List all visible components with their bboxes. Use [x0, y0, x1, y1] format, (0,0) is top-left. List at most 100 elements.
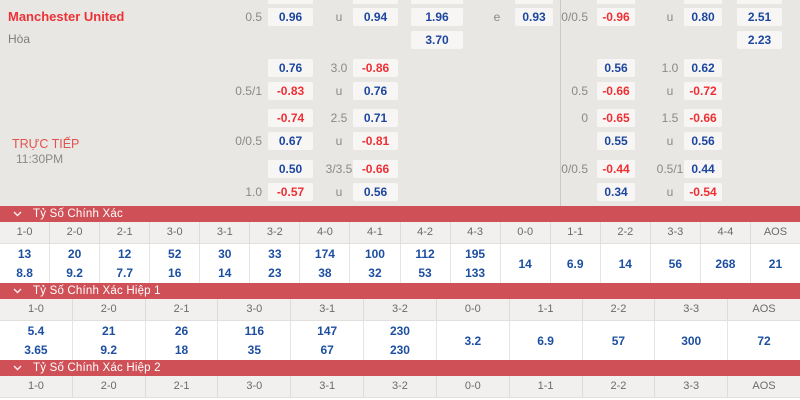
match-odds-area: Manchester United Hòa TRỰC TIẾP 11:30PM …: [0, 0, 800, 206]
odds-value[interactable]: 0.44: [684, 160, 722, 178]
score-odds-cell[interactable]: 56: [651, 244, 701, 283]
odds-value[interactable]: -0.66: [597, 82, 635, 100]
score-column-header: 3-3: [651, 222, 701, 243]
section-header-correct-score[interactable]: Tỷ Số Chính Xác: [0, 206, 800, 222]
score-odds-cell[interactable]: 268: [701, 244, 751, 283]
odds-value[interactable]: -0.74: [268, 109, 313, 127]
odds-value[interactable]: -0.66: [353, 160, 398, 178]
score-odds-cell[interactable]: 14: [601, 244, 651, 283]
odds-row: 0.5 0.96 u 0.94 1.96 e 0.93 0/0.5 -0.96 …: [0, 8, 800, 26]
odds-value[interactable]: 0.50: [268, 160, 313, 178]
score-odds-cell[interactable]: 112 53: [401, 244, 451, 283]
odds-value[interactable]: 0.94: [353, 8, 398, 26]
odds-value[interactable]: 0.55: [597, 132, 635, 150]
odds-value[interactable]: 0.71: [353, 109, 398, 127]
home-team-name: Manchester United: [8, 9, 125, 24]
handicap-label: [482, 82, 512, 100]
score-odds-cell[interactable]: 12 7.7: [100, 244, 151, 283]
score-odds-value: 35: [247, 343, 262, 358]
score-odds-cell[interactable]: 116 35: [218, 321, 292, 360]
score-odds-value: 14: [618, 256, 632, 271]
odds-row: 0.5/1 -0.83 u 0.76 0.5 -0.66 u -0.72: [0, 82, 800, 100]
chevron-down-icon: [13, 365, 22, 371]
odds-value[interactable]: -0.86: [353, 59, 398, 77]
score-odds-cell[interactable]: 72: [728, 321, 800, 360]
odds-value[interactable]: 0.76: [353, 82, 398, 100]
odds-value[interactable]: -0.66: [684, 109, 722, 127]
odds-value[interactable]: 3.70: [411, 31, 463, 49]
score-odds-value: 230: [389, 343, 410, 358]
score-odds-value: 56: [668, 256, 683, 271]
score-column-header: 4-4: [701, 222, 751, 243]
score-column-header: 1-1: [510, 376, 583, 397]
score-odds-cell[interactable]: 6.9: [510, 321, 583, 360]
score-odds-cell[interactable]: 57: [583, 321, 656, 360]
odds-value[interactable]: 0.96: [268, 8, 313, 26]
score-odds-cell[interactable]: 6.9: [551, 244, 601, 283]
handicap-label: 0.5/1: [235, 84, 262, 98]
handicap-label: u: [335, 10, 343, 24]
handicap-label: [482, 183, 512, 201]
handicap-label: [200, 160, 262, 178]
score-odds-cell[interactable]: 195 133: [451, 244, 501, 283]
odds-value[interactable]: -0.96: [597, 8, 635, 26]
odds-value[interactable]: -0.44: [597, 160, 635, 178]
odds-row: 0.76 3.0 -0.86 0.56 1.0 0.62: [0, 59, 800, 77]
odds-value[interactable]: 0.62: [684, 59, 722, 77]
score-odds-cell[interactable]: 3.2: [437, 321, 510, 360]
score-odds-cell[interactable]: 300: [655, 321, 729, 360]
score-odds-cell[interactable]: 30 14: [200, 244, 251, 283]
score-odds-value: 3.65: [24, 343, 48, 358]
score-odds-cell[interactable]: 147 67: [291, 321, 365, 360]
score-odds-value: 5.4: [27, 323, 45, 338]
odds-row: 3.70 2.23: [0, 31, 800, 49]
odds-value[interactable]: 2.51: [737, 8, 782, 26]
score-odds-cell[interactable]: 21: [751, 244, 800, 283]
score-odds-cell[interactable]: 52 16: [150, 244, 201, 283]
odds-value[interactable]: -0.65: [597, 109, 635, 127]
odds-value[interactable]: 1.96: [411, 8, 463, 26]
score-values-row: 5.4 3.65 21 9.2 26 18 116 35 147 67 230 230 3.…: [0, 321, 800, 360]
odds-value[interactable]: -0.57: [268, 183, 313, 201]
odds-value[interactable]: 0.76: [268, 59, 313, 77]
score-odds-cell[interactable]: 26 18: [146, 321, 219, 360]
odds-value[interactable]: 0.56: [353, 183, 398, 201]
score-column-header: 2-0: [50, 222, 101, 243]
score-header-row: 1-0 2-0 2-1 3-0 3-1 3-2 0-0 1-1 2-2 3-3 …: [0, 299, 800, 321]
score-odds-value: 9.2: [66, 266, 83, 281]
section-header-correct-score-half2[interactable]: Tỷ Số Chính Xác Hiệp 2: [0, 360, 800, 376]
score-odds-value: 14: [218, 266, 232, 281]
odds-value[interactable]: 0.67: [268, 132, 313, 150]
odds-value[interactable]: -0.81: [353, 132, 398, 150]
score-column-header: 2-0: [73, 299, 146, 320]
score-odds-cell[interactable]: 13 8.8: [0, 244, 51, 283]
score-column-header: 0-0: [501, 222, 551, 243]
score-odds-cell[interactable]: 174 38: [300, 244, 351, 283]
odds-value[interactable]: 0.56: [597, 59, 635, 77]
score-odds-cell[interactable]: 5.4 3.65: [0, 321, 73, 360]
handicap-label: u: [666, 84, 674, 98]
odds-value[interactable]: 0.56: [684, 132, 722, 150]
score-odds-cell[interactable]: 33 23: [250, 244, 301, 283]
score-odds-value: 147: [317, 323, 338, 338]
odds-value[interactable]: -0.72: [684, 82, 722, 100]
odds-value[interactable]: 0.34: [597, 183, 635, 201]
odds-value[interactable]: -0.83: [268, 82, 313, 100]
score-odds-value: 6.9: [537, 333, 554, 348]
section-header-correct-score-half1[interactable]: Tỷ Số Chính Xác Hiệp 1: [0, 283, 800, 299]
score-column-header: 4-0: [300, 222, 351, 243]
odds-value[interactable]: 0.80: [684, 8, 722, 26]
odds-value[interactable]: 2.23: [737, 31, 782, 49]
odds-value[interactable]: 0.93: [515, 8, 553, 26]
score-odds-value: 7.7: [116, 266, 133, 281]
score-odds-cell[interactable]: 14: [501, 244, 551, 283]
score-odds-cell[interactable]: 230 230: [364, 321, 437, 360]
section-correct-score: Tỷ Số Chính Xác 1-0 2-0 2-1 3-0 3-1 3-2 …: [0, 206, 800, 283]
score-odds-cell[interactable]: 21 9.2: [73, 321, 146, 360]
score-odds-value: 18: [174, 343, 189, 358]
chevron-down-icon: [13, 211, 22, 217]
odds-value[interactable]: -0.54: [684, 183, 722, 201]
score-odds-cell[interactable]: 20 9.2: [50, 244, 101, 283]
score-odds-cell[interactable]: 100 32: [350, 244, 401, 283]
score-column-header: 3-1: [291, 299, 365, 320]
